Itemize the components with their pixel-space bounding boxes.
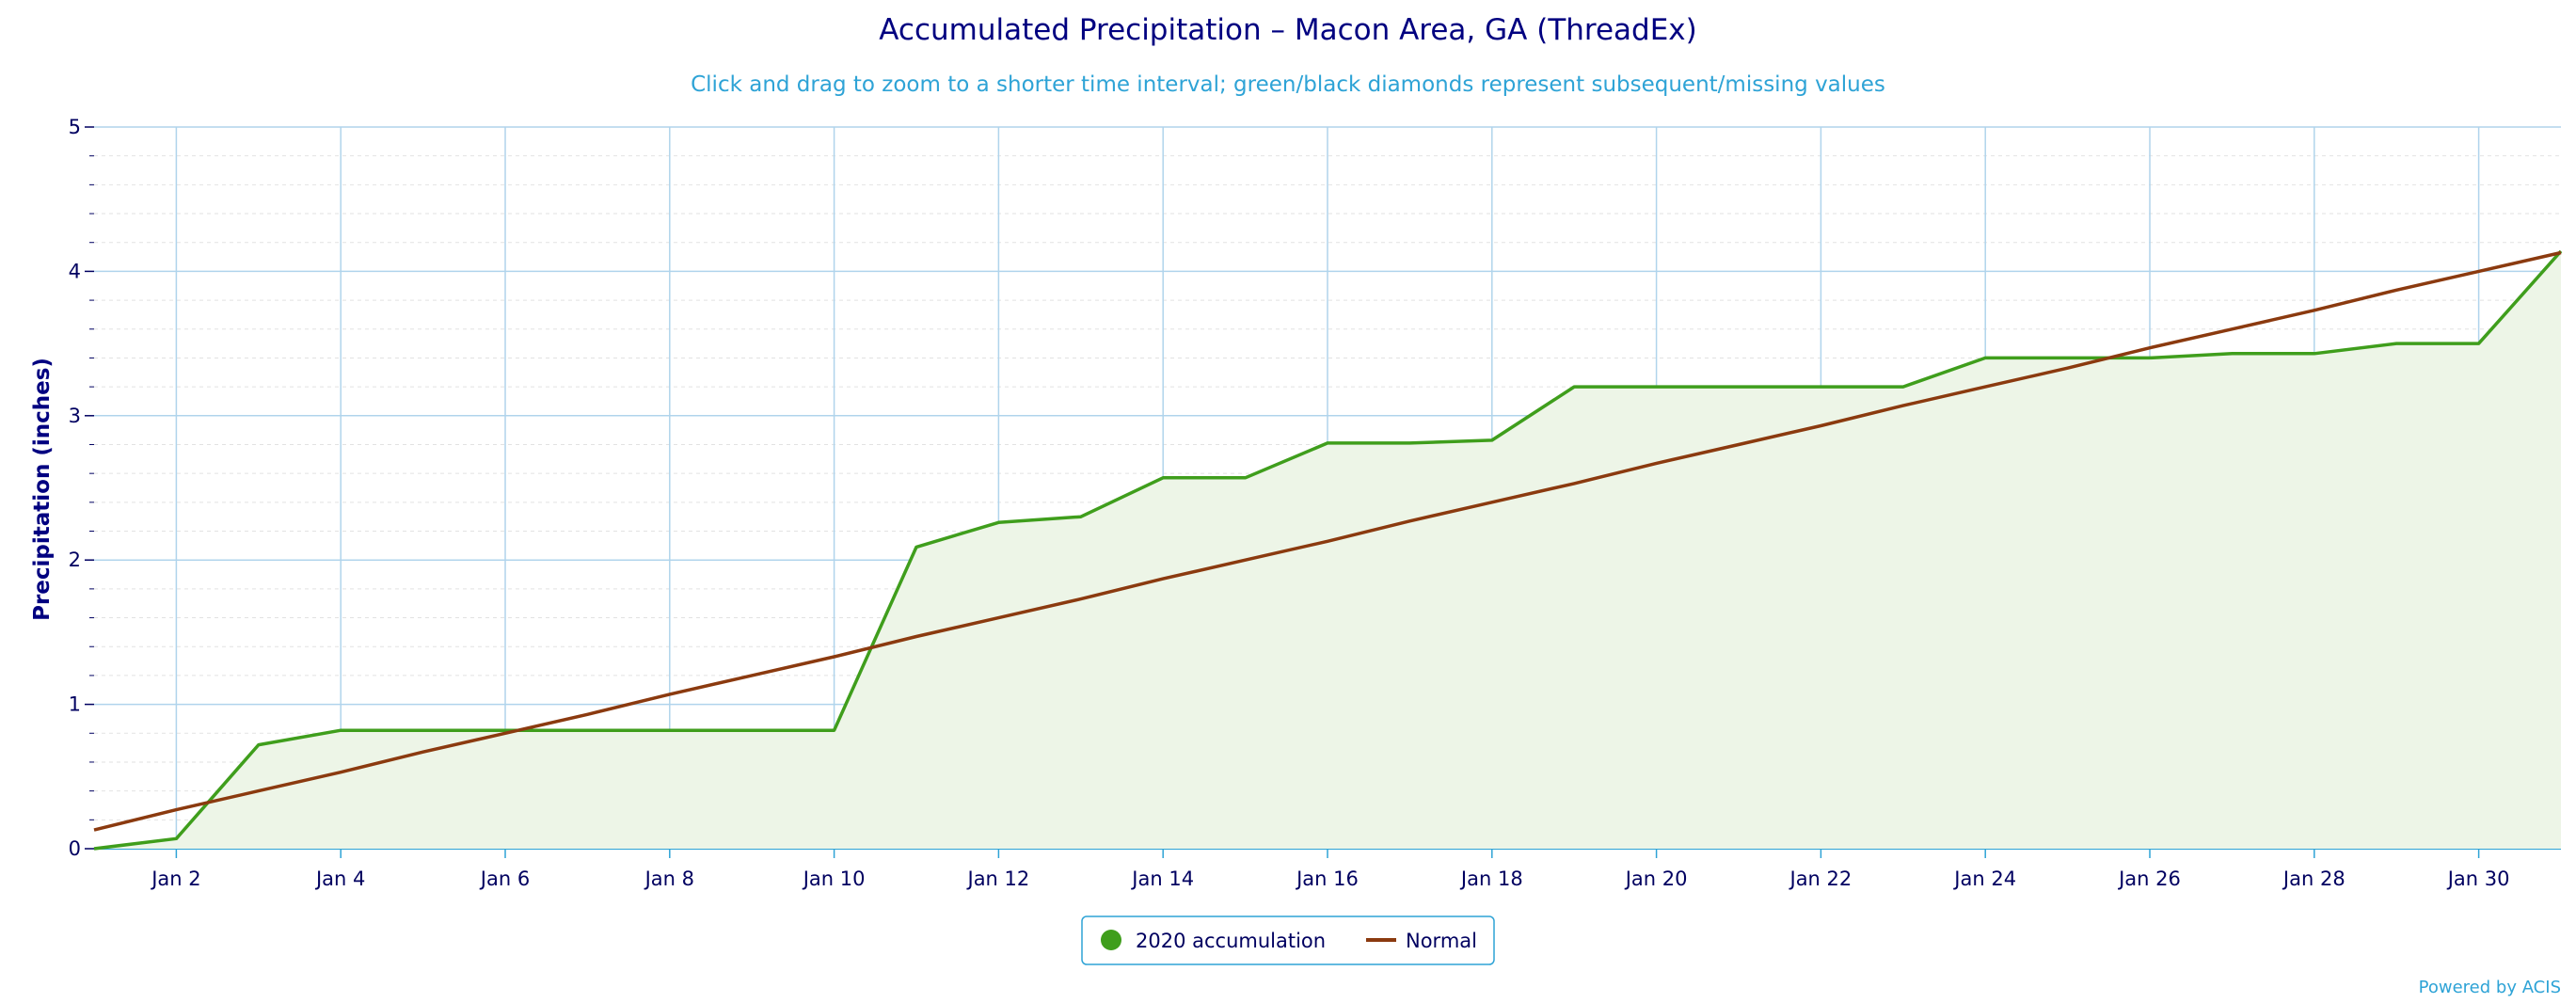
data-point-normal[interactable] [500, 727, 511, 739]
x-tick-label: Jan 16 [1295, 868, 1359, 890]
series-area-2020-accumulation [94, 250, 2561, 849]
plot-area[interactable] [94, 250, 2561, 849]
data-point-normal[interactable] [1404, 516, 1415, 527]
x-tick-label: Jan 10 [802, 868, 866, 890]
data-point-normal[interactable] [2555, 247, 2567, 258]
y-tick-label: 3 [69, 405, 81, 427]
x-tick-label: Jan 8 [644, 868, 694, 890]
data-point-normal[interactable] [1898, 400, 1909, 411]
legend-item-2020-accumulation[interactable]: 2020 accumulation [1101, 930, 1326, 952]
data-point-2020-accumulation[interactable] [1733, 381, 1744, 392]
series-line-normal[interactable] [93, 250, 2562, 832]
data-point-normal[interactable] [2309, 305, 2320, 316]
data-point-normal[interactable] [829, 651, 840, 662]
chart-title: Accumulated Precipitation – Macon Area, … [879, 13, 1696, 47]
data-point-2020-accumulation[interactable] [1568, 381, 1580, 392]
data-point-normal[interactable] [1568, 478, 1580, 489]
data-point-2020-accumulation[interactable] [581, 724, 593, 736]
data-point-2020-accumulation[interactable] [1487, 435, 1498, 446]
data-point-2020-accumulation[interactable] [1322, 438, 1333, 449]
data-point-2020-accumulation[interactable] [911, 541, 922, 552]
data-point-normal[interactable] [2391, 284, 2402, 295]
data-point-normal[interactable] [911, 631, 922, 643]
data-point-2020-accumulation[interactable] [664, 724, 676, 736]
data-point-2020-accumulation[interactable] [1980, 352, 1991, 363]
data-point-normal[interactable] [1075, 594, 1087, 605]
data-point-normal[interactable] [746, 670, 757, 681]
x-tick-label: Jan 2 [150, 868, 200, 890]
data-point-normal[interactable] [2144, 342, 2155, 354]
chart-subtitle: Click and drag to zoom to a shorter time… [691, 72, 1885, 97]
data-point-normal[interactable] [1651, 457, 1662, 469]
data-point-2020-accumulation[interactable] [335, 724, 346, 736]
credits-link[interactable]: Powered by ACIS [2419, 978, 2561, 997]
axes: 0 1 2 3 4 5 Jan 2 Jan 4 Jan 6 Jan 8 Jan 10 Jan 12 Ja… [69, 116, 2510, 890]
data-point-normal[interactable] [993, 613, 1004, 624]
data-point-normal[interactable] [2062, 362, 2074, 374]
data-point-normal[interactable] [1157, 573, 1169, 584]
data-point-2020-accumulation[interactable] [1651, 381, 1662, 392]
legend-marker-2020-accumulation [1101, 930, 1121, 950]
data-point-2020-accumulation[interactable] [1240, 472, 1251, 484]
data-point-2020-accumulation[interactable] [2473, 338, 2485, 349]
data-point-normal[interactable] [1322, 535, 1333, 547]
data-point-2020-accumulation[interactable] [2226, 348, 2237, 359]
data-point-normal[interactable] [418, 746, 429, 757]
x-tick-label: Jan 18 [1459, 868, 1523, 890]
series-lines[interactable] [88, 246, 2567, 854]
legend-label-2020-accumulation: 2020 accumulation [1136, 930, 1326, 952]
data-point-2020-accumulation[interactable] [1815, 381, 1826, 392]
data-point-normal[interactable] [1733, 438, 1744, 450]
data-point-normal[interactable] [253, 786, 264, 797]
x-tick-label: Jan 12 [966, 868, 1030, 890]
data-point-normal[interactable] [335, 767, 346, 778]
data-point-normal[interactable] [2226, 324, 2237, 335]
x-tick-label: Jan 4 [314, 868, 365, 890]
data-point-2020-accumulation[interactable] [2309, 348, 2320, 359]
data-point-2020-accumulation[interactable] [253, 740, 264, 751]
data-point-normal[interactable] [88, 824, 100, 836]
data-point-2020-accumulation[interactable] [1404, 438, 1415, 449]
data-point-2020-accumulation[interactable] [1157, 472, 1169, 484]
x-tick-label: Jan 20 [1624, 868, 1688, 890]
x-tick-label: Jan 22 [1789, 868, 1852, 890]
x-tick-label: Jan 28 [2282, 868, 2345, 890]
x-tick-label: Jan 24 [1952, 868, 2016, 890]
data-point-2020-accumulation[interactable] [88, 843, 100, 854]
data-point-2020-accumulation[interactable] [170, 833, 182, 844]
data-point-normal[interactable] [581, 708, 593, 720]
data-point-2020-accumulation[interactable] [829, 724, 840, 736]
legend-box [1081, 915, 1495, 965]
y-tick-label: 4 [69, 260, 81, 282]
y-tick-label: 0 [69, 837, 81, 860]
data-point-2020-accumulation[interactable] [1898, 381, 1909, 392]
legend-item-normal[interactable]: Normal [1366, 930, 1477, 952]
y-tick-label: 2 [69, 549, 81, 571]
x-tick-label: Jan 6 [479, 868, 530, 890]
data-point-2020-accumulation[interactable] [2144, 352, 2155, 363]
data-point-2020-accumulation[interactable] [2391, 338, 2402, 349]
y-tick-label: 5 [69, 116, 81, 138]
series-line-2020-accumulation[interactable] [93, 249, 2563, 851]
data-point-normal[interactable] [170, 804, 182, 816]
x-tick-label: Jan 14 [1130, 868, 1194, 890]
x-tick-label: Jan 30 [2446, 868, 2510, 890]
data-point-normal[interactable] [664, 689, 676, 700]
data-point-normal[interactable] [2473, 265, 2485, 277]
data-point-2020-accumulation[interactable] [1075, 511, 1087, 522]
data-point-2020-accumulation[interactable] [746, 724, 757, 736]
data-point-2020-accumulation[interactable] [993, 517, 1004, 528]
y-axis-title: Precipitation (inches) [30, 358, 55, 621]
data-point-2020-accumulation[interactable] [2062, 352, 2074, 363]
data-point-normal[interactable] [1815, 421, 1826, 432]
data-point-normal[interactable] [1980, 381, 1991, 392]
legend-label-normal: Normal [1406, 930, 1477, 952]
data-point-normal[interactable] [1487, 497, 1498, 508]
data-point-2020-accumulation[interactable] [418, 724, 429, 736]
legend[interactable]: 2020 accumulation Normal [1081, 915, 1495, 965]
x-tick-label: Jan 26 [2117, 868, 2181, 890]
y-tick-label: 1 [69, 693, 81, 716]
data-point-normal[interactable] [1240, 554, 1251, 565]
